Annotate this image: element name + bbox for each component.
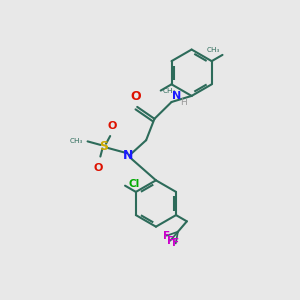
Text: N: N <box>123 148 134 162</box>
Text: H: H <box>180 98 187 107</box>
Text: O: O <box>130 90 141 103</box>
Text: F: F <box>167 236 174 246</box>
Text: N: N <box>172 91 182 101</box>
Text: O: O <box>108 121 117 131</box>
Text: F: F <box>163 231 170 241</box>
Text: F: F <box>172 238 179 248</box>
Text: S: S <box>99 140 108 153</box>
Text: O: O <box>94 163 103 173</box>
Text: CH₃: CH₃ <box>70 138 83 144</box>
Text: CH₃: CH₃ <box>207 46 220 52</box>
Text: Cl: Cl <box>128 179 139 189</box>
Text: CH₃: CH₃ <box>163 88 176 94</box>
